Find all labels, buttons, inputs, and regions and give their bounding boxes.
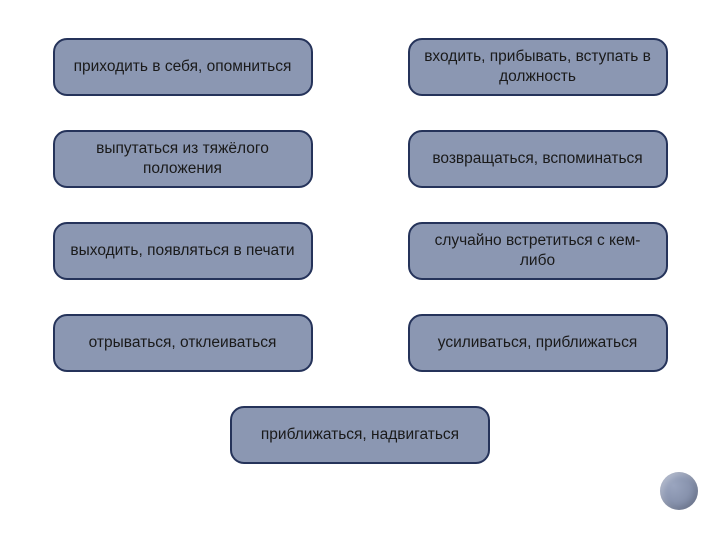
sphere-icon (660, 472, 698, 510)
slide: приходить в себя, опомниться входить, пр… (0, 0, 720, 540)
card-r0c1[interactable]: входить, прибывать, вступать в должность (408, 38, 668, 96)
card-r3c0[interactable]: отрываться, отклеиваться (53, 314, 313, 372)
card-r1c0[interactable]: выпутаться из тяжёлого положения (53, 130, 313, 188)
card-r1c1[interactable]: возвращаться, вспоминаться (408, 130, 668, 188)
bottom-row: приближаться, надвигаться (40, 406, 680, 464)
card-r0c0[interactable]: приходить в себя, опомниться (53, 38, 313, 96)
card-r2c0[interactable]: выходить, появляться в печати (53, 222, 313, 280)
card-r2c1[interactable]: случайно встретиться с кем-либо (408, 222, 668, 280)
card-r3c1[interactable]: усиливаться, приближаться (408, 314, 668, 372)
card-bottom[interactable]: приближаться, надвигаться (230, 406, 490, 464)
card-grid: приходить в себя, опомниться входить, пр… (40, 38, 680, 372)
